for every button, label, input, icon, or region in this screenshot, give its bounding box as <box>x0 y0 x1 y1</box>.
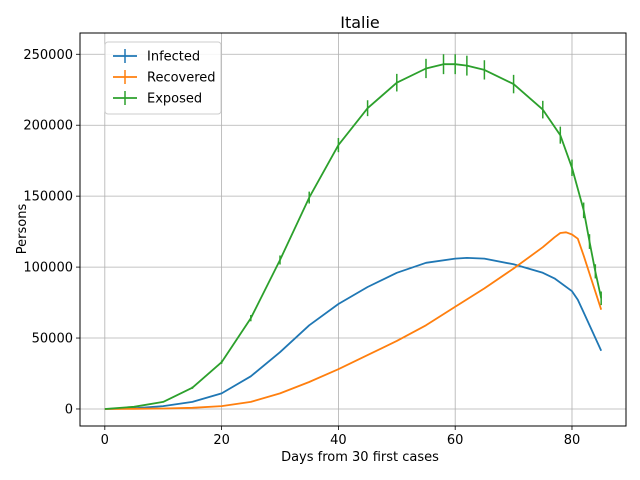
x-tick-label: 0 <box>101 433 109 448</box>
legend-box <box>104 41 222 115</box>
series-recovered <box>104 231 603 410</box>
legend-label-infected: Infected <box>147 50 200 65</box>
legend-item-recovered: Recovered <box>113 70 216 86</box>
series-infected <box>104 256 603 410</box>
x-tick-label: 40 <box>330 433 347 448</box>
y-axis-label: Persons <box>15 204 30 255</box>
series-line-infected <box>104 256 603 410</box>
y-tick-label: 150000 <box>23 190 73 205</box>
plot-frame <box>79 32 627 427</box>
legend-label-exposed: Exposed <box>147 92 202 107</box>
legend-item-infected: Infected <box>113 49 200 65</box>
y-tick-label: 250000 <box>23 48 73 63</box>
y-tick-label: 0 <box>65 402 73 417</box>
y-tick-label: 200000 <box>23 119 73 134</box>
y-tick-label: 100000 <box>23 261 73 276</box>
ticks: 0 20 40 60 80 0 50000 100000 150000 200000 250000 <box>23 48 580 448</box>
legend: Infected Recovered Exposed <box>104 41 222 115</box>
chart-title: Italie <box>340 13 380 32</box>
x-axis-label: Days from 30 first cases <box>281 450 439 465</box>
series-line-exposed <box>104 63 603 410</box>
x-tick-label: 80 <box>564 433 581 448</box>
series-layer <box>104 54 603 410</box>
x-tick-label: 60 <box>447 433 464 448</box>
series-exposed <box>104 54 603 410</box>
x-tick-label: 20 <box>213 433 230 448</box>
series-line-recovered <box>104 231 603 410</box>
y-tick-label: 50000 <box>32 332 73 347</box>
legend-item-exposed: Exposed <box>113 91 202 107</box>
legend-label-recovered: Recovered <box>147 71 216 86</box>
